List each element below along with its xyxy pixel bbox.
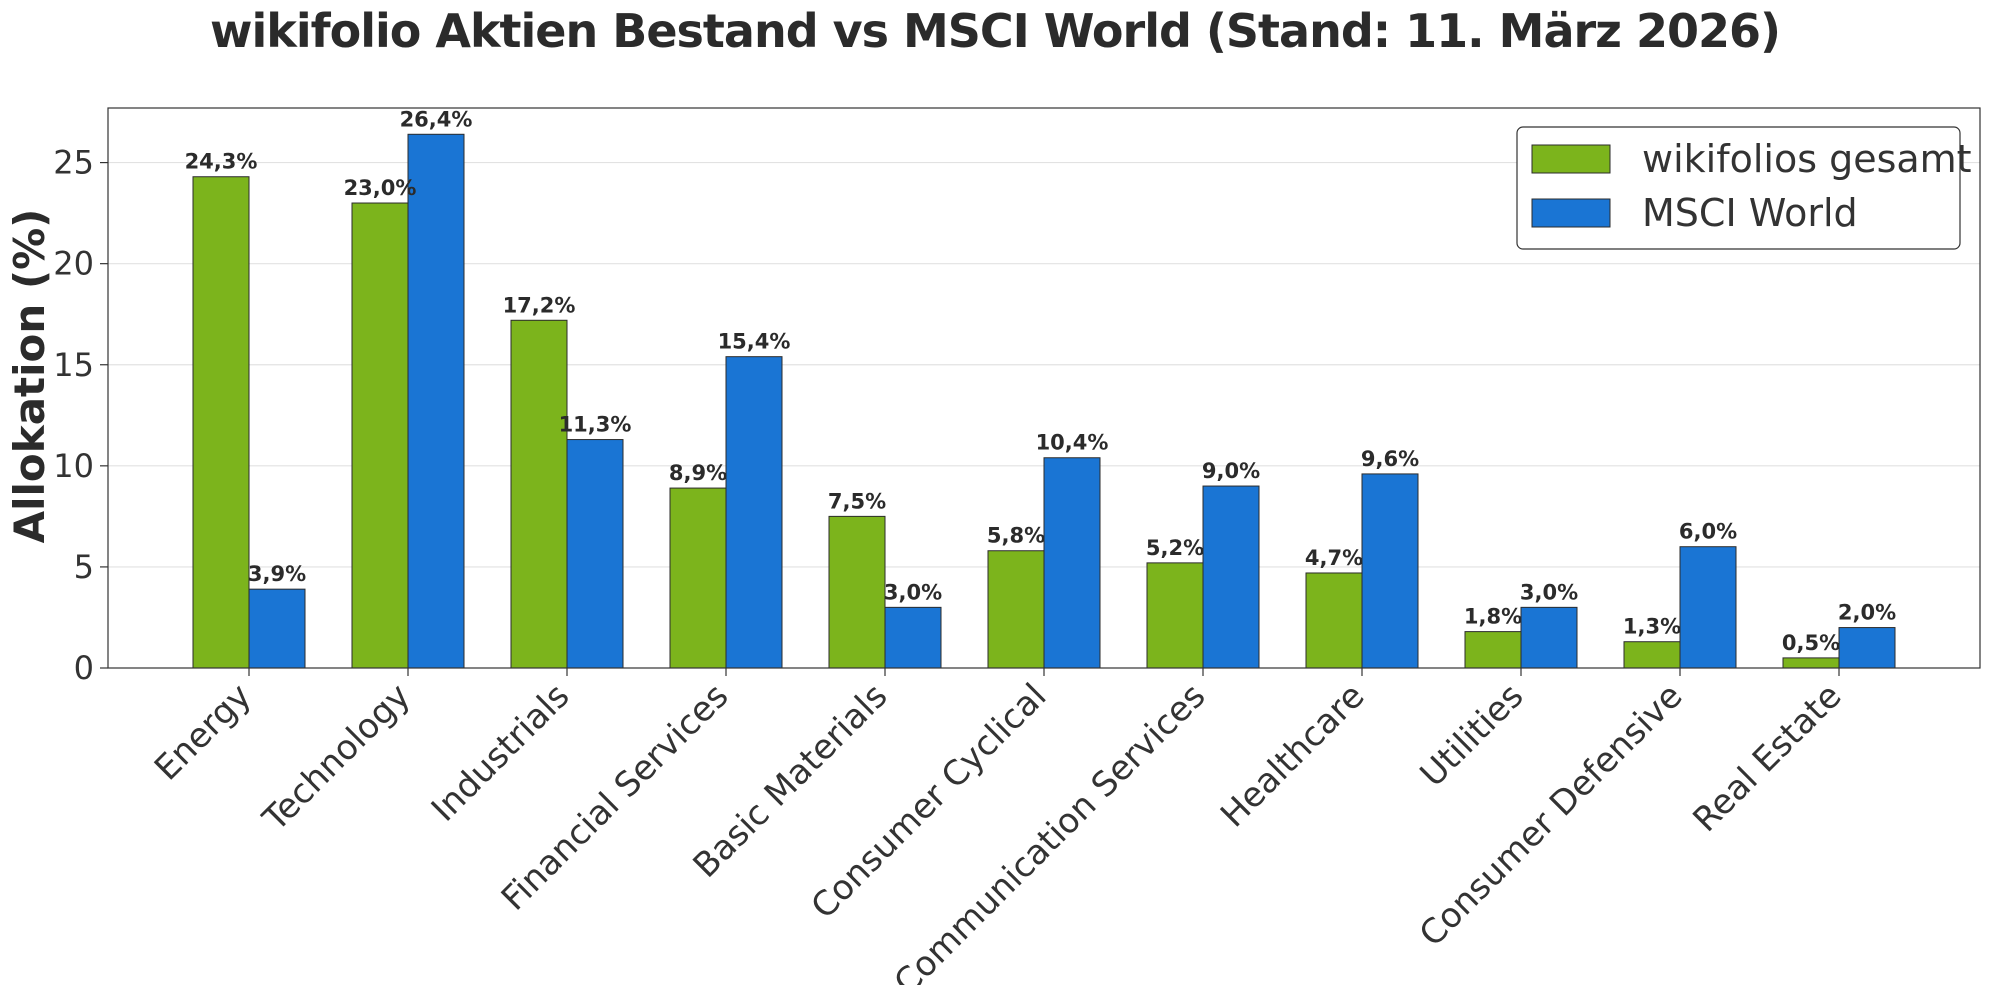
x-category-label: Consumer Defensive: [1412, 676, 1691, 955]
bar-wikifolios-7: [1305, 572, 1363, 669]
bar-value-label: 3,9%: [248, 562, 306, 586]
bar-value-label: 4,7%: [1305, 546, 1363, 570]
bar-value-label: 15,4%: [718, 330, 791, 354]
bar-value-label: 9,6%: [1361, 447, 1419, 471]
bar-value-label: 10,4%: [1036, 431, 1109, 455]
legend-label: MSCI World: [1642, 191, 1858, 235]
bar-wikifolios-10: [1782, 657, 1840, 669]
x-category-label: Communication Services: [887, 676, 1214, 985]
y-tick-label: 25: [53, 144, 94, 182]
bar-wikifolios-0: [192, 176, 250, 669]
bar-wikifolios-2: [510, 319, 568, 669]
bar-value-label: 5,8%: [987, 524, 1045, 548]
bar-value-label: 5,2%: [1146, 536, 1204, 560]
bar-wikifolios-1: [351, 202, 409, 669]
bar-value-label: 1,3%: [1623, 615, 1681, 639]
bar-msci-6: [1202, 485, 1260, 669]
bar-value-label: 3,0%: [1520, 580, 1578, 604]
bar-msci-0: [248, 588, 306, 669]
x-category-label: Utilities: [1413, 676, 1532, 795]
bar-value-label: 7,5%: [828, 489, 886, 513]
y-tick-label: 5: [74, 548, 94, 586]
legend: wikifolios gesamt MSCI World: [1516, 126, 1972, 250]
bar-wikifolios-9: [1623, 641, 1681, 669]
bar-msci-1: [407, 133, 465, 669]
bar-msci-2: [566, 439, 624, 669]
bar-wikifolios-6: [1146, 562, 1204, 669]
x-category-label: Healthcare: [1213, 676, 1372, 835]
bar-wikifolios-5: [987, 550, 1045, 669]
bar-value-label: 11,3%: [559, 413, 632, 437]
x-category-label: Industrials: [424, 676, 578, 830]
bars: [192, 133, 1896, 669]
x-category-label: Real Estate: [1686, 676, 1850, 840]
bar-value-label: 26,4%: [400, 107, 473, 131]
bar-msci-9: [1679, 546, 1737, 669]
legend-swatch: [1531, 144, 1611, 174]
bar-value-label: 1,8%: [1464, 605, 1522, 629]
y-tick-label: 0: [74, 649, 94, 687]
bar-value-label: 8,9%: [669, 461, 727, 485]
bar-value-label: 23,0%: [344, 176, 417, 200]
legend-box: [1516, 126, 1961, 250]
bar-wikifolios-4: [828, 515, 886, 669]
bar-wikifolios-3: [669, 487, 727, 669]
bar-msci-4: [884, 606, 942, 669]
y-tick-label: 20: [53, 245, 94, 283]
legend-swatch: [1531, 198, 1611, 228]
bar-value-label: 6,0%: [1679, 520, 1737, 544]
bar-msci-10: [1838, 627, 1896, 669]
bar-value-label: 2,0%: [1838, 601, 1896, 625]
y-axis-ticks: 0 5 10 15 20 25: [53, 144, 108, 687]
y-axis-label: Allokation (%): [5, 209, 54, 544]
x-category-label: Technology: [255, 676, 419, 840]
bar-value-label: 17,2%: [503, 293, 576, 317]
bar-msci-3: [725, 356, 783, 669]
bar-value-label: 3,0%: [884, 580, 942, 604]
bar-msci-7: [1361, 473, 1419, 669]
bar-value-label: 0,5%: [1782, 631, 1840, 655]
bar-value-labels: 24,3% 3,9% 23,0% 26,4% 17,2% 11,3% 8,9% 15,4% 7,…: [185, 107, 1897, 655]
bar-msci-8: [1520, 606, 1578, 669]
x-category-label: Energy: [147, 676, 259, 788]
y-tick-label: 15: [53, 346, 94, 384]
bar-value-label: 24,3%: [185, 150, 258, 174]
legend-label: wikifolios gesamt: [1642, 137, 1972, 181]
bar-wikifolios-8: [1464, 631, 1522, 669]
y-tick-label: 10: [53, 447, 94, 485]
bar-msci-5: [1043, 457, 1101, 669]
chart-title: wikifolio Aktien Bestand vs MSCI World (…: [209, 4, 1781, 58]
bar-value-label: 9,0%: [1202, 459, 1260, 483]
